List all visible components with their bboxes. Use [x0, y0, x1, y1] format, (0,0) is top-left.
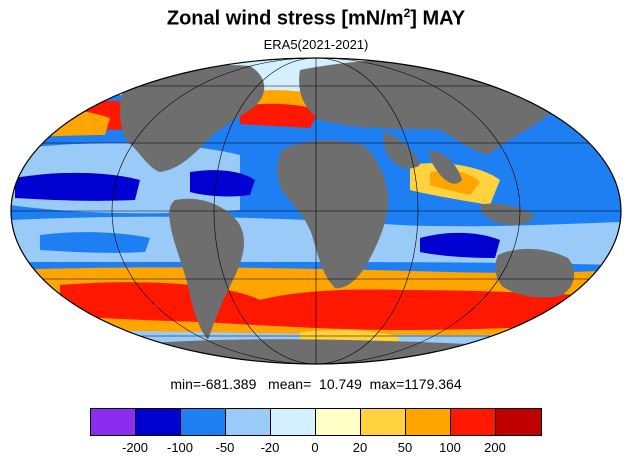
graticule: [11, 58, 621, 364]
maritime-continent: [480, 203, 535, 226]
colorbar: [90, 408, 542, 436]
statistics-line: min=-681.389 mean= 10.749 max=1179.364: [170, 376, 462, 392]
colorbar-tick-label: 20: [352, 440, 368, 455]
max-value: 1179.364: [404, 376, 462, 392]
colorbar-box: [361, 409, 406, 435]
colorbar-tick-label: -100: [166, 440, 194, 455]
north-atlantic-westerlies: [240, 100, 320, 128]
colorbar-box: [91, 409, 136, 435]
colorbar-box: [496, 409, 541, 435]
south-america: [169, 198, 245, 340]
colorbar-tick-label: 100: [439, 440, 461, 455]
colorbar-box: [226, 409, 271, 435]
colorbar-box: [271, 409, 316, 435]
colorbar-box: [136, 409, 181, 435]
colorbar-tick-label: 200: [484, 440, 506, 455]
colorbar-box: [406, 409, 451, 435]
colorbar-tick-label: 50: [397, 440, 413, 455]
chart-title: Zonal wind stress [mN/m2] MAY: [166, 6, 466, 30]
chart-subtitle: ERA5(2021-2021): [263, 37, 369, 52]
pacific-trade-winds: [15, 172, 140, 201]
mean-value: 10.749: [319, 376, 362, 392]
atlantic-trade-winds: [190, 170, 255, 197]
colorbar-tick-label: 0: [311, 440, 319, 455]
colorbar-tick-label: -50: [215, 440, 235, 455]
colorbar-box: [181, 409, 226, 435]
indian-ocean-trades: [420, 232, 500, 258]
globe-outline: [10, 57, 622, 365]
antarctica: [130, 339, 560, 364]
min-value: -681.389: [201, 376, 257, 392]
africa: [277, 140, 389, 289]
north-america: [120, 64, 265, 172]
arabia: [383, 132, 420, 169]
colorbar-box: [451, 409, 496, 435]
south-pacific-trades: [40, 232, 150, 253]
colorbar-box: [316, 409, 361, 435]
colorbar-tick-label: -200: [121, 440, 149, 455]
india: [429, 150, 462, 184]
colorbar-tick-label: -20: [260, 440, 280, 455]
australia: [495, 248, 575, 298]
